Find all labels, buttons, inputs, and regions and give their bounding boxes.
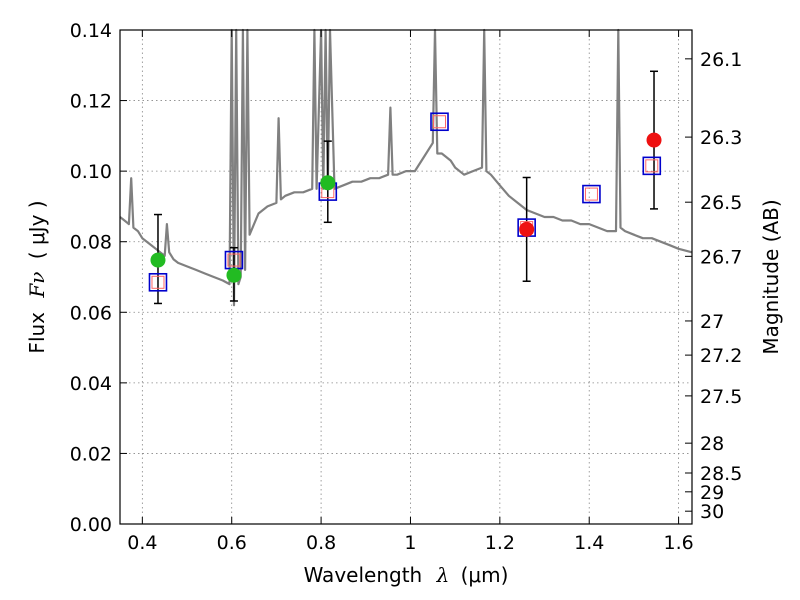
x-axis-label: Wavelength λ (μm) xyxy=(304,563,509,587)
observed-point xyxy=(226,267,242,283)
model-point-inner xyxy=(151,275,165,289)
model-point-square xyxy=(642,156,662,176)
magnitude-tick-label: 26.3 xyxy=(700,127,742,149)
magnitude-tick-label: 26.7 xyxy=(700,246,742,268)
x-axis-label-text: Wavelength xyxy=(304,563,423,587)
magnitude-tick-label: 27.2 xyxy=(700,345,742,367)
model-point-square xyxy=(430,112,449,132)
y-tick-label: 0.10 xyxy=(70,161,112,183)
model-point-inner xyxy=(645,159,659,173)
y-tick-label: 0.12 xyxy=(70,91,112,113)
model-point-inner xyxy=(433,115,447,129)
y-axis-label-unit: ( μJy ) xyxy=(25,200,49,259)
observed-point xyxy=(519,221,535,237)
y-axis-label: Flux Fν ( μJy ) xyxy=(25,200,49,353)
y-ticks: 0.00 0.02 0.04 0.06 0.08 0.10 0.12 0.14 xyxy=(70,20,127,536)
magnitude-axis-label: Magnitude (AB) xyxy=(759,199,783,354)
magnitude-tick-label: 28 xyxy=(700,433,724,455)
y-tick-label: 0.08 xyxy=(70,232,112,254)
x-tick-label: 0.4 xyxy=(127,532,157,554)
observed-points xyxy=(150,132,662,283)
x-axis-label-symbol: λ xyxy=(436,563,450,587)
model-point-inner xyxy=(227,253,241,267)
magnitude-tick-label: 26.1 xyxy=(700,49,742,71)
y-tick-label: 0.14 xyxy=(70,20,112,42)
y-axis-label-text: Flux xyxy=(25,312,49,354)
x-tick-label: 0.8 xyxy=(306,532,336,554)
spectrum-line xyxy=(119,28,693,307)
y-tick-label: 0.02 xyxy=(70,443,112,465)
y-tick-label: 0.06 xyxy=(70,302,112,324)
observed-point xyxy=(320,175,336,191)
x-ticks: 0.4 0.6 0.8 1 1.2 1.4 1.6 xyxy=(127,30,694,554)
y-tick-label: 0.00 xyxy=(70,514,112,536)
grid-lines xyxy=(120,30,692,524)
plot-frame xyxy=(119,29,693,525)
magnitude-tick-label: 27 xyxy=(700,311,724,333)
magnitude-tick-label: 26.5 xyxy=(700,192,742,214)
y-tick-label: 0.04 xyxy=(70,373,112,395)
model-point-square xyxy=(582,184,601,204)
magnitude-tick-label: 28.5 xyxy=(700,463,742,485)
spectrum-series xyxy=(119,28,693,307)
observed-point xyxy=(646,132,662,148)
x-tick-label: 0.6 xyxy=(217,532,247,554)
model-point-inner xyxy=(584,187,598,201)
magnitude-tick-label: 30 xyxy=(700,501,724,523)
magnitude-tick-label: 29 xyxy=(700,482,724,504)
x-tick-label: 1 xyxy=(404,532,416,554)
model-points xyxy=(148,112,662,292)
model-point-square xyxy=(148,272,168,292)
x-tick-label: 1.6 xyxy=(663,532,693,554)
x-tick-label: 1.2 xyxy=(485,532,515,554)
x-axis-label-unit: (μm) xyxy=(461,563,509,587)
y-axis-label-symbol: Fν xyxy=(25,272,49,299)
x-tick-label: 1.4 xyxy=(574,532,604,554)
magnitude-tick-label: 27.5 xyxy=(700,386,742,408)
observed-point xyxy=(150,252,166,268)
